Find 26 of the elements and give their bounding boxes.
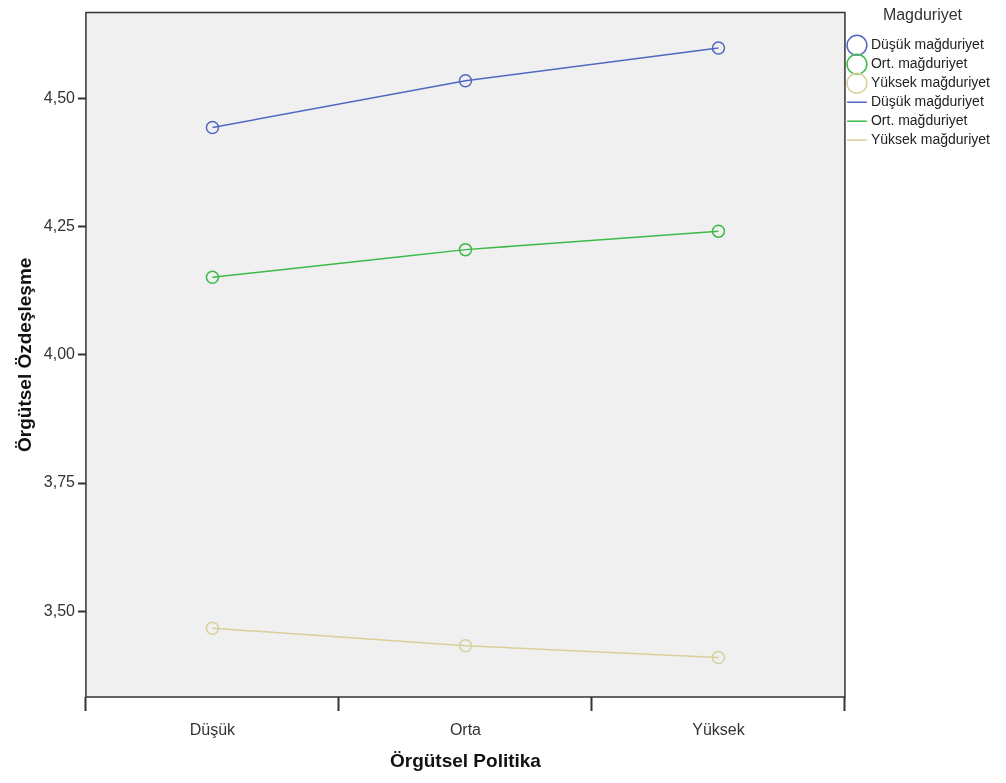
y-tick-label: 3,75 <box>43 473 76 491</box>
legend-label: Yüksek mağduriyet <box>870 131 991 148</box>
y-tick-label: 4,00 <box>43 345 76 363</box>
point <box>458 638 473 653</box>
legend-label: Düşük mağduriyet <box>870 93 984 110</box>
legend-label: Düşük mağduriyet <box>870 36 984 53</box>
point <box>711 224 726 238</box>
legend-label: Ort. mağduriyet <box>870 112 968 129</box>
point <box>458 74 473 88</box>
legend-label: Yüksek mağduriyet <box>870 74 991 91</box>
legend-title: Magduriyet <box>882 6 963 24</box>
x-tick-label: Düşük <box>189 721 237 739</box>
y-tick-label: 4,50 <box>43 88 76 106</box>
point <box>205 120 220 135</box>
x-axis-title: Örgütsel Politika <box>389 749 542 771</box>
y-tick-label: 3,50 <box>43 601 76 619</box>
x-tick-label: Orta <box>449 721 482 739</box>
point <box>711 41 726 55</box>
y-axis-title: Örgütsel Özdeşleşme <box>13 257 35 452</box>
y-tick-label: 4,25 <box>43 216 76 234</box>
x-tick-label: Yüksek <box>692 721 746 739</box>
legend-label: Ort. mağduriyet <box>870 55 968 72</box>
point <box>205 270 220 285</box>
point <box>205 621 220 635</box>
point <box>458 242 473 257</box>
point <box>711 650 726 665</box>
